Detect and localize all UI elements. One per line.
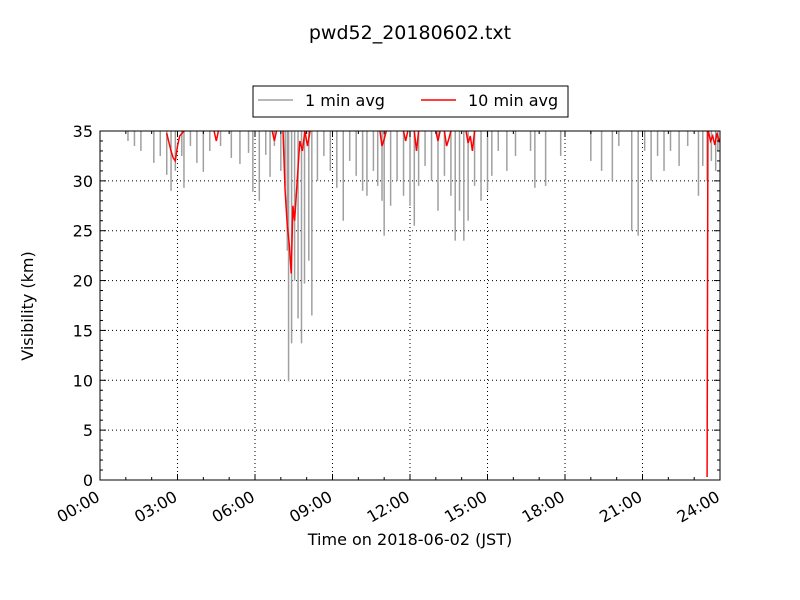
x-tick-label: 12:00 [364,487,413,527]
y-tick-label: 10 [73,371,93,390]
x-tick-label: 15:00 [441,487,490,527]
x-tick-label: 06:00 [209,487,258,527]
y-axis-label: Visibility (km) [18,251,37,360]
series-10min-segment [165,130,185,163]
grid [100,131,720,480]
y-tick-label: 25 [73,222,93,241]
series-10min-segment [413,130,420,151]
x-tick-label: 09:00 [286,487,335,527]
series-10min-segment [443,130,452,147]
legend: 1 min avg 10 min avg [252,85,569,118]
series-10min-segment [379,130,388,147]
x-tick-label: 18:00 [519,487,568,527]
series-10min-segment [465,130,476,152]
y-tick-label: 15 [73,321,93,340]
axes: 0 5 10 15 20 25 30 35 00:00 03:00 06:00 09:00 12:00 1… [54,122,723,527]
y-tick-label: 30 [73,172,93,191]
x-tick-label: 21:00 [596,487,645,527]
legend-label-1min: 1 min avg [305,91,385,110]
x-tick-label: 00:00 [54,487,103,527]
series-10min-avg [165,130,721,478]
series-10min-segment [435,130,441,142]
series-10min-segment [213,130,220,142]
y-tick-label: 35 [73,122,93,141]
x-tick-label: 24:00 [674,487,723,527]
legend-box [252,85,569,118]
legend-label-10min: 10 min avg [468,91,558,110]
y-tick-label: 20 [73,272,93,291]
chart-title: pwd52_20180602.txt [309,22,511,44]
series-1min-avg [127,131,719,382]
series-10min-segment [271,130,278,142]
y-tick-label: 0 [83,471,93,490]
y-tick-label: 5 [83,421,93,440]
series-10min-segment [706,130,709,478]
series-10min-segment [402,130,409,142]
x-tick-label: 03:00 [131,487,180,527]
x-axis-label: Time on 2018-06-02 (JST) [307,530,512,549]
